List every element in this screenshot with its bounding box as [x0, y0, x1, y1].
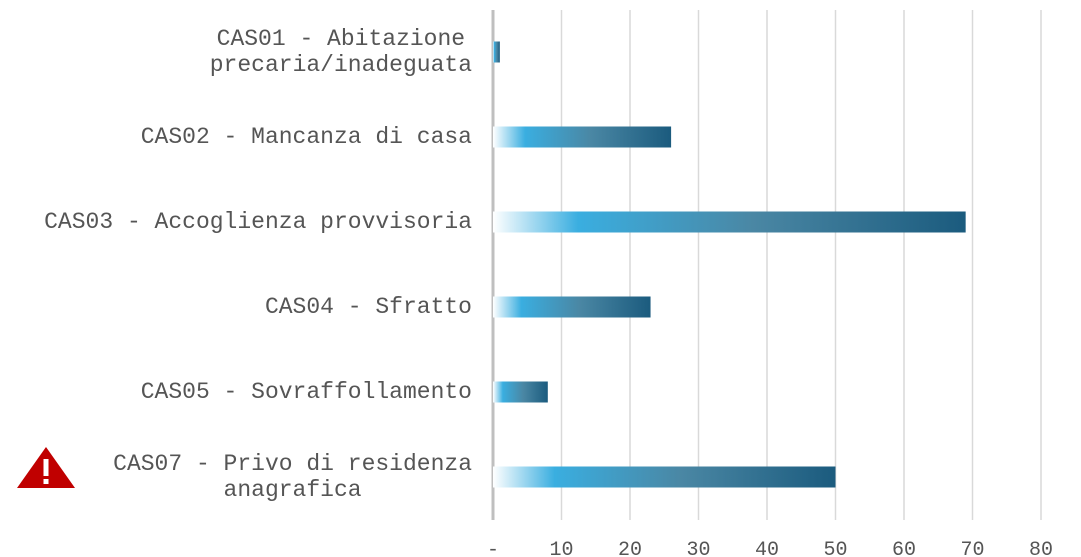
x-tick-label: 40: [755, 539, 779, 557]
bar: [493, 381, 548, 403]
category-label: CAS05 - Sovraffollamento: [140, 379, 472, 405]
category-label: CAS07 - Privo di residenza anagrafica: [113, 451, 472, 503]
x-tick-label: 80: [1029, 539, 1053, 557]
bar: [493, 466, 836, 488]
category-label: CAS01 - Abitazione precaria/inadeguata: [209, 26, 472, 78]
bar: [493, 296, 651, 318]
warning-icon: [17, 447, 75, 488]
category-label: CAS03 - Accoglienza provvisoria: [44, 209, 472, 235]
x-tick-label: 70: [960, 539, 984, 557]
x-tick-label: 10: [549, 539, 573, 557]
x-tick-label: -: [487, 539, 499, 557]
category-label: CAS04 - Sfratto: [264, 294, 472, 320]
x-tick-label: 50: [823, 539, 847, 557]
category-label: CAS02 - Mancanza di casa: [140, 124, 472, 150]
x-tick-label: 20: [618, 539, 642, 557]
x-tick-label: 60: [892, 539, 916, 557]
x-tick-label: 30: [686, 539, 710, 557]
bar: [493, 211, 966, 233]
bar: [493, 126, 672, 148]
bar: [493, 41, 500, 63]
